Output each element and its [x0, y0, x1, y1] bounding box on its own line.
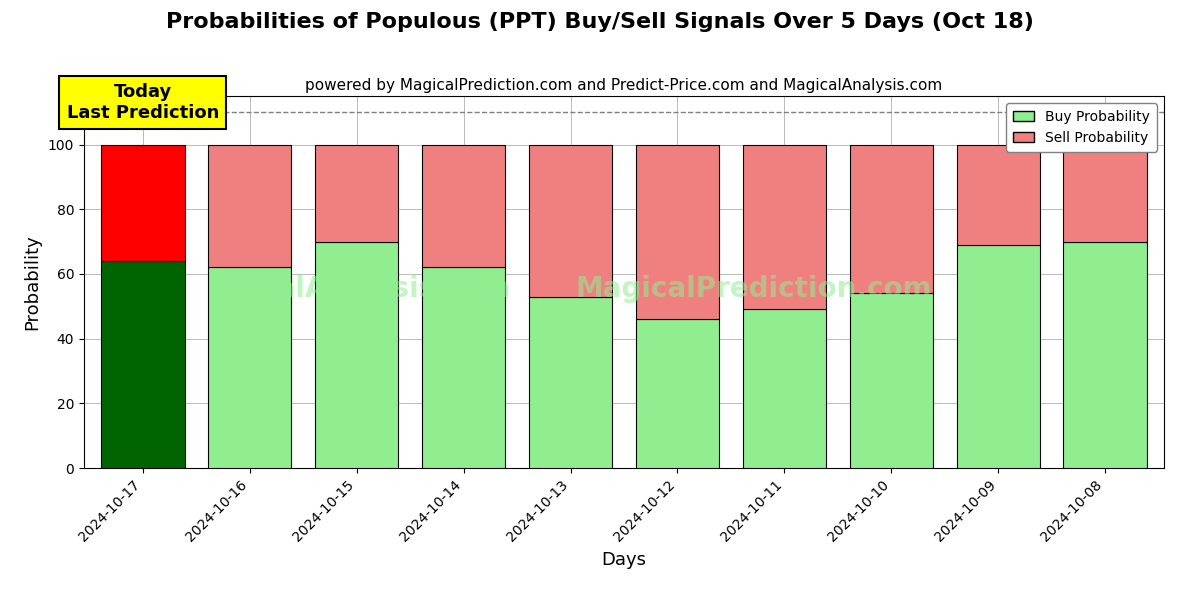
Bar	[956, 245, 1040, 468]
Bar	[529, 296, 612, 468]
Legend: Buy Probability, Sell Probability: Buy Probability, Sell Probability	[1007, 103, 1157, 152]
Bar	[636, 319, 719, 468]
Bar	[743, 310, 826, 468]
Title: powered by MagicalPrediction.com and Predict-Price.com and MagicalAnalysis.com: powered by MagicalPrediction.com and Pre…	[305, 79, 943, 94]
Text: MagicalPrediction.com: MagicalPrediction.com	[575, 275, 932, 304]
Bar	[850, 293, 934, 468]
Bar	[1063, 242, 1147, 468]
Bar	[422, 145, 505, 268]
Bar	[208, 268, 292, 468]
X-axis label: Days: Days	[601, 551, 647, 569]
Bar	[636, 145, 719, 319]
Bar	[208, 145, 292, 268]
Bar	[1063, 145, 1147, 242]
Text: Probabilities of Populous (PPT) Buy/Sell Signals Over 5 Days (Oct 18): Probabilities of Populous (PPT) Buy/Sell…	[166, 12, 1034, 32]
Bar	[314, 242, 398, 468]
Bar	[101, 261, 185, 468]
Bar	[743, 145, 826, 310]
Bar	[101, 145, 185, 261]
Y-axis label: Probability: Probability	[23, 234, 41, 330]
Bar	[850, 145, 934, 293]
Bar	[314, 145, 398, 242]
Bar	[529, 145, 612, 296]
Text: Today
Last Prediction: Today Last Prediction	[67, 83, 218, 122]
Text: calAnalysis.com: calAnalysis.com	[262, 275, 511, 304]
Bar	[422, 268, 505, 468]
Bar	[956, 145, 1040, 245]
